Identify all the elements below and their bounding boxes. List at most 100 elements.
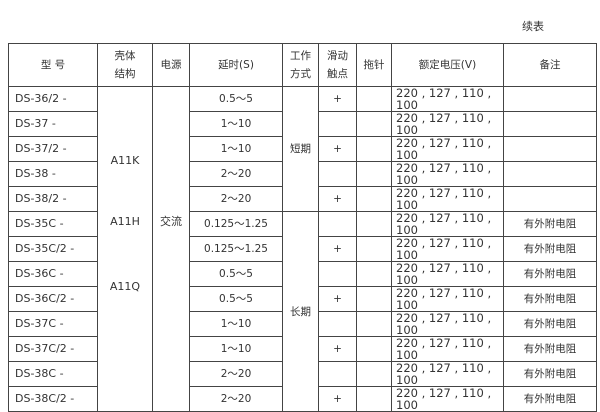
slide-cell	[318, 211, 357, 237]
mode-short-cell: 短期	[282, 86, 319, 212]
table-row: DS-37 - 1～10 220 , 127 , 110 , 100	[8, 111, 597, 137]
model-cell: DS-36C/2 -	[8, 286, 98, 312]
model-cell: DS-38C/2 -	[8, 386, 98, 412]
delay-cell: 0.5～5	[189, 261, 283, 287]
table-row: DS-37/2 - 1～10 + 220 , 127 , 110 , 100	[8, 136, 597, 162]
model-cell: DS-36C -	[8, 261, 98, 287]
model-cell: DS-38C -	[8, 361, 98, 387]
model-cell: DS-37C/2 -	[8, 336, 98, 362]
model-cell: DS-38 -	[8, 161, 98, 187]
model-cell: DS-35C/2 -	[8, 236, 98, 262]
remark-cell: 有外附电阻	[503, 386, 597, 412]
voltage-cell: 220 , 127 , 110 , 100	[391, 161, 504, 187]
model-cell: DS-37 -	[8, 111, 98, 137]
slide-cell	[318, 311, 357, 337]
remark-cell: 有外附电阻	[503, 261, 597, 287]
power-label: 交流	[160, 215, 182, 228]
shell-cell: A11K A11H A11Q	[97, 86, 153, 412]
remark-cell	[503, 86, 597, 112]
pointer-cell	[356, 336, 392, 362]
remark-cell: 有外附电阻	[503, 211, 597, 237]
slide-cell	[318, 261, 357, 287]
header-mode: 工作 方式	[282, 43, 319, 87]
voltage-cell: 220 , 127 , 110 , 100	[391, 386, 504, 412]
header-delay: 延时(S)	[189, 43, 283, 87]
table-row: DS-36C/2 - 0.5～5 + 220 , 127 , 110 , 100 有…	[8, 286, 597, 312]
voltage-cell: 220 , 127 , 110 , 100	[391, 361, 504, 387]
delay-cell: 2～20	[189, 186, 283, 212]
delay-cell: 0.5～5	[189, 86, 283, 112]
shell-a11q: A11Q	[109, 280, 141, 293]
model-cell: DS-35C -	[8, 211, 98, 237]
delay-cell: 2～20	[189, 386, 283, 412]
remark-cell: 有外附电阻	[503, 286, 597, 312]
slide-cell: +	[318, 336, 357, 362]
header-remark: 备注	[503, 43, 597, 87]
pointer-cell	[356, 111, 392, 137]
voltage-cell: 220 , 127 , 110 , 100	[391, 211, 504, 237]
header-voltage: 额定电压(V)	[391, 43, 504, 87]
delay-cell: 0.5～5	[189, 286, 283, 312]
voltage-cell: 220 , 127 , 110 , 100	[391, 336, 504, 362]
slide-cell: +	[318, 136, 357, 162]
slide-cell: +	[318, 186, 357, 212]
voltage-cell: 220 , 127 , 110 , 100	[391, 111, 504, 137]
voltage-cell: 220 , 127 , 110 , 100	[391, 236, 504, 262]
mode-long-cell: 长期	[282, 211, 319, 412]
pointer-cell	[356, 286, 392, 312]
pointer-cell	[356, 261, 392, 287]
pointer-cell	[356, 386, 392, 412]
table-row: DS-36/2 - A11K A11H A11Q 交流 0.5～5 短期 + 220 …	[8, 86, 597, 412]
delay-cell: 1～10	[189, 336, 283, 362]
pointer-cell	[356, 361, 392, 387]
remark-cell	[503, 186, 597, 212]
delay-cell: 1～10	[189, 136, 283, 162]
shell-a11h: A11H	[110, 215, 140, 228]
voltage-cell: 220 , 127 , 110 , 100	[391, 136, 504, 162]
slide-cell: +	[318, 86, 357, 112]
pointer-cell	[356, 211, 392, 237]
table-row: DS-38/2 - 2～20 + 220 , 127 , 110 , 100	[8, 186, 597, 212]
header-slide: 滑动 触点	[318, 43, 357, 87]
remark-cell	[503, 111, 597, 137]
slide-cell: +	[318, 236, 357, 262]
remark-cell: 有外附电阻	[503, 361, 597, 387]
header-shell: 壳体 结构	[97, 43, 153, 87]
voltage-cell: 220 , 127 , 110 , 100	[391, 261, 504, 287]
voltage-cell: 220 , 127 , 110 , 100	[391, 311, 504, 337]
shell-a11k: A11K	[110, 154, 140, 167]
slide-cell	[318, 361, 357, 387]
delay-cell: 1～10	[189, 311, 283, 337]
pointer-cell	[356, 311, 392, 337]
pointer-cell	[356, 86, 392, 112]
header-model: 型 号	[8, 43, 98, 87]
model-cell: DS-38/2 -	[8, 186, 98, 212]
model-cell: DS-37C -	[8, 311, 98, 337]
header-power: 电源	[152, 43, 190, 87]
remark-cell: 有外附电阻	[503, 311, 597, 337]
pointer-cell	[356, 186, 392, 212]
remark-cell	[503, 136, 597, 162]
table-row: DS-38C - 2～20 220 , 127 , 110 , 100 有外附电阻	[8, 361, 597, 387]
remark-cell: 有外附电阻	[503, 236, 597, 262]
power-cell: 交流	[152, 86, 190, 412]
pointer-cell	[356, 161, 392, 187]
voltage-cell: 220 , 127 , 110 , 100	[391, 286, 504, 312]
model-cell: DS-36/2 -	[8, 86, 98, 112]
continued-label: 续表	[522, 20, 544, 33]
pointer-cell	[356, 136, 392, 162]
delay-cell: 1～10	[189, 111, 283, 137]
delay-cell: 0.125～1.25	[189, 211, 283, 237]
header-pointer: 拖针	[356, 43, 392, 87]
pointer-cell	[356, 236, 392, 262]
remark-cell: 有外附电阻	[503, 336, 597, 362]
slide-cell	[318, 111, 357, 137]
slide-cell: +	[318, 286, 357, 312]
model-cell: DS-37/2 -	[8, 136, 98, 162]
header-row: 型 号 壳体 结构 电源 延时(S) 工作 方式 滑动 触点 拖针 额定电压(V…	[8, 43, 597, 87]
relay-spec-table: 型 号 壳体 结构 电源 延时(S) 工作 方式 滑动 触点 拖针 额定电压(V…	[8, 43, 597, 412]
delay-cell: 2～20	[189, 161, 283, 187]
voltage-cell: 220 , 127 , 110 , 100	[391, 186, 504, 212]
table-row: DS-35C - 0.125～1.25 长期 220 , 127 , 110 , 1…	[8, 211, 597, 412]
remark-cell	[503, 161, 597, 187]
